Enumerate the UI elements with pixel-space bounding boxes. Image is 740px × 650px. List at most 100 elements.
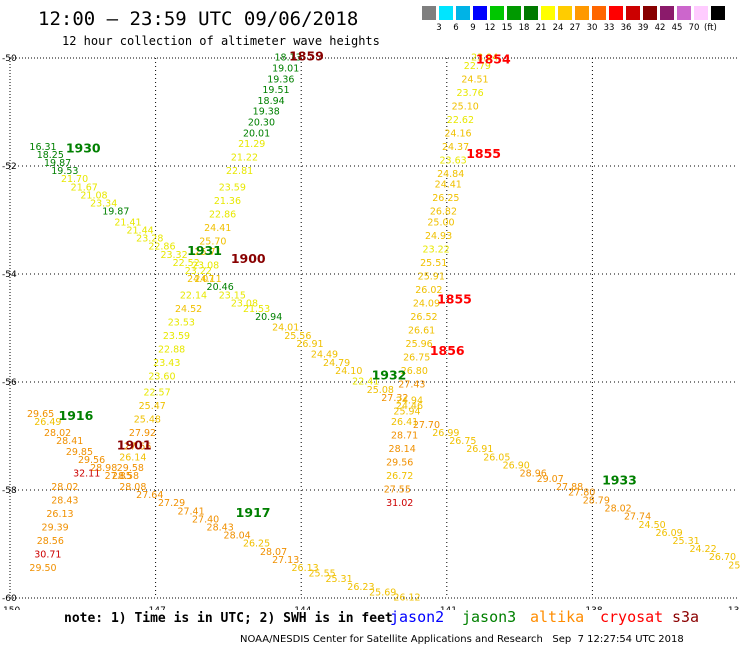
- data-label-altika: 25.51: [420, 258, 447, 269]
- data-label-jason3: 28.58: [112, 471, 139, 482]
- data-label-jason3: 23.08: [192, 261, 219, 272]
- y-tick-label: -60: [2, 594, 17, 604]
- data-label-jason3: 20.30: [248, 118, 275, 129]
- y-tick-label: -58: [2, 486, 17, 496]
- data-label-altika: 24.93: [425, 231, 452, 242]
- x-tick-label: -144: [291, 606, 312, 610]
- legend-label: 6: [453, 23, 459, 33]
- time-label: 1855: [466, 146, 501, 161]
- data-label-altika: 25.00: [427, 217, 454, 228]
- data-label-jason3: 25.70: [199, 236, 226, 247]
- legend-swatch: [694, 6, 708, 20]
- y-tick-label: -54: [2, 270, 17, 280]
- data-label-altika: 26.02: [415, 285, 442, 296]
- time-label: 1933: [602, 473, 637, 488]
- legend-label: 18: [518, 23, 530, 33]
- data-label-altika: 25.55: [308, 568, 335, 579]
- data-label-jason3: 20.94: [255, 312, 282, 323]
- legend-label: 3: [436, 23, 442, 33]
- data-label-altika: 23.63: [440, 155, 467, 166]
- data-label-altika: 28.02: [44, 428, 71, 439]
- data-label-altika: 24.37: [442, 142, 469, 153]
- data-label-jason3: 22.52: [173, 258, 200, 269]
- x-tick-label: -13: [725, 606, 740, 610]
- data-label-cryosat: 28.56: [37, 536, 64, 547]
- data-label-jason3: 27.66: [124, 442, 151, 453]
- data-label-altika: 26.12: [393, 593, 420, 604]
- legend-label: 27: [569, 23, 581, 33]
- data-label-altika: 23.94: [471, 53, 498, 64]
- data-label-jason3: 23.59: [219, 182, 246, 193]
- data-label-altika: 22.79: [464, 61, 491, 72]
- legend-label: 9: [470, 23, 476, 33]
- data-label-jason3: 22.88: [158, 344, 185, 355]
- data-label-cryosat: 30.71: [34, 550, 61, 561]
- time-label: 1854: [476, 51, 511, 66]
- data-label-jason3: 19.87: [102, 207, 129, 218]
- legend-swatch: [609, 6, 623, 20]
- chart-title: 12:00 – 23:59 UTC 09/06/2018: [38, 8, 359, 30]
- legend-swatch: [575, 6, 589, 20]
- data-label-altika: 26.90: [503, 460, 530, 471]
- legend-swatch: [524, 6, 538, 20]
- data-label-jason3: 24.41: [204, 223, 231, 234]
- data-label-altika: 25.10: [452, 101, 479, 112]
- data-label-jason3: 21.29: [238, 139, 265, 150]
- legend-swatch: [541, 6, 555, 20]
- data-label-jason3: 29.58: [117, 463, 144, 474]
- data-label-jason3: 23.59: [163, 331, 190, 342]
- sat-label-jason3: jason3: [462, 608, 517, 626]
- data-label-altika: 26.80: [401, 366, 428, 377]
- data-label-altika: 29.07: [537, 474, 564, 485]
- x-tick-label: -141: [437, 606, 457, 610]
- data-label-jason3: 24.10: [335, 366, 362, 377]
- legend-swatch: [473, 6, 487, 20]
- data-label-altika: 26.25: [243, 539, 270, 550]
- y-tick-label: -56: [2, 378, 17, 388]
- data-label-jason3: 19.38: [253, 107, 280, 118]
- note-text: note: 1) Time is in UTC; 2) SWH is in fe…: [64, 611, 393, 626]
- data-label-altika: 29.56: [386, 458, 413, 469]
- data-label-jason3: 22.81: [226, 166, 253, 177]
- time-label: 1900: [231, 251, 266, 266]
- data-label-altika: 26.49: [34, 417, 61, 428]
- altimeter-map: -150 -147 -144 -141 -138 -13 -50 -52 -54 -56 -58 -6…: [0, 49, 740, 610]
- data-label-jason3: 16.31: [29, 142, 56, 153]
- legend-swatch: [558, 6, 572, 20]
- data-label-jason3: 24.49: [311, 350, 338, 361]
- legend-swatch: [456, 6, 470, 20]
- data-label-altika: 25.31: [672, 536, 699, 547]
- legend-label: 70: [688, 23, 700, 33]
- data-label-jason3: 23.60: [148, 371, 175, 382]
- legend-label: 15: [501, 23, 513, 33]
- data-label-altika: 26.23: [347, 582, 374, 593]
- data-label-altika: 26.61: [408, 325, 435, 336]
- data-label-altika: 23.22: [423, 244, 450, 255]
- data-label-jason3: 23.22: [185, 266, 212, 277]
- data-label-altika: 22.62: [447, 115, 474, 126]
- legend-swatch: [643, 6, 657, 20]
- data-label-altika: 25.96: [406, 339, 433, 350]
- y-tick-label: -50: [2, 54, 17, 64]
- data-label-jason3: 25.71: [194, 247, 221, 258]
- data-label-jason3: 24.11: [194, 274, 221, 285]
- time-label: 1932: [372, 367, 407, 382]
- data-label-jason3: 24.52: [175, 304, 202, 315]
- data-label-jason3: 22.14: [180, 290, 207, 301]
- data-label-altika: 28.02: [605, 504, 632, 515]
- data-label-altika: 26.52: [410, 312, 437, 323]
- data-label-jason3: 25.56: [284, 331, 311, 342]
- data-label-altika: 26.09: [655, 528, 682, 539]
- data-label-jason3: 21.36: [214, 196, 241, 207]
- data-label-jason3: 23.28: [136, 234, 163, 245]
- legend-label: 12: [484, 23, 496, 33]
- data-label-jason3: 27.32: [381, 393, 408, 404]
- data-label-altika: 27.43: [398, 379, 425, 390]
- legend-swatch: [507, 6, 521, 20]
- data-label-altika: 27.80: [568, 487, 595, 498]
- data-label-jason3: 24.07: [187, 274, 214, 285]
- data-label-altika: 24.94: [396, 396, 423, 407]
- data-label-jason3: 25.08: [367, 385, 394, 396]
- footer-credit: NOAA/NESDIS Center for Satellite Applica…: [240, 634, 684, 645]
- data-label-altika: 28.79: [583, 496, 610, 507]
